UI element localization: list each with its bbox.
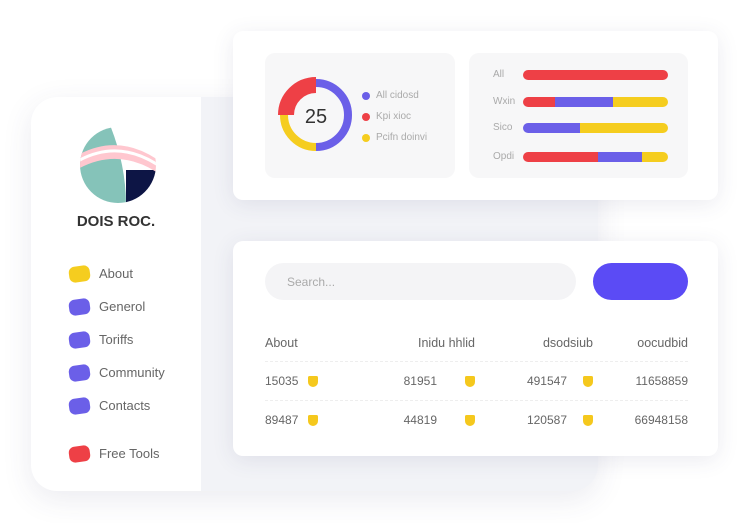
stats-card: 25 All cidosd Kpi xioc Pcifn doinvi All Wxi… — [233, 31, 718, 200]
donut-segment — [315, 79, 352, 151]
sidebar-item-label: Free Tools — [99, 446, 160, 461]
donut-segment — [278, 77, 317, 116]
bar-segment — [554, 96, 613, 107]
table-row: 89487 44819 120587 66948158 — [265, 400, 688, 439]
legend-label: Kpi xioc — [376, 111, 412, 122]
search-button[interactable] — [593, 263, 688, 300]
legend-label: All cidosd — [376, 90, 419, 101]
bars-panel: All Wxin Sico Opdi — [469, 53, 688, 178]
sidebar-item-label: Community — [99, 365, 165, 380]
shield-icon — [308, 414, 319, 426]
table-row: 15035 81951 491547 11658859 — [265, 361, 688, 400]
bar-row: Sico — [493, 122, 668, 133]
data-table: About Inidu hhlid dsodsiub oocudbid 15035 819… — [265, 325, 688, 439]
column-header: dsodsiub — [542, 336, 593, 350]
sidebar-item-free-tools[interactable]: Free Tools — [67, 437, 165, 470]
column-header: Inidu hhlid — [418, 336, 475, 350]
nav-blob-icon — [67, 444, 92, 463]
table-cell: 15035 — [265, 374, 299, 388]
donut-segment — [280, 114, 317, 151]
legend-dot-icon — [362, 133, 370, 142]
donut-panel: 25 All cidosd Kpi xioc Pcifn doinvi — [265, 53, 455, 178]
legend-label: Pcifn doinvi — [376, 132, 428, 143]
table-cell: 491547 — [526, 374, 567, 388]
bar-label: Opdi — [493, 151, 515, 162]
nav-blob-icon — [67, 264, 92, 283]
nav-blob-icon — [67, 330, 92, 349]
bar-label: Wxin — [493, 96, 516, 107]
column-header: oocudbid — [637, 336, 688, 350]
sidebar-item-label: About — [99, 266, 133, 281]
bar-segment — [523, 151, 599, 162]
sidebar-item-contacts[interactable]: Contacts — [67, 389, 165, 422]
nav-blob-icon — [67, 396, 92, 415]
legend-item: Kpi xioc — [362, 106, 427, 127]
shield-icon — [465, 375, 475, 387]
sidebar-item-toriffs[interactable]: Toriffs — [67, 323, 165, 356]
bar-label: Sico — [493, 122, 513, 133]
table-cell: 11658859 — [635, 374, 689, 388]
table-cell: 120587 — [526, 413, 567, 427]
sidebar: DOIS ROC. About Generol Toriffs Community Co… — [31, 97, 201, 491]
column-header: About — [265, 336, 298, 350]
sidebar-item-label: Toriffs — [99, 332, 134, 347]
search-input[interactable] — [265, 263, 576, 300]
sidebar-item-label: Contacts — [99, 398, 151, 413]
donut-value: 25 — [305, 106, 327, 128]
bar-segment — [523, 69, 668, 80]
table-header: About Inidu hhlid dsodsiub oocudbid — [265, 325, 688, 361]
legend-dot-icon — [362, 91, 370, 100]
stacked-bar — [523, 96, 668, 107]
bar-row: Wxin — [493, 96, 668, 107]
donut-chart: 25 — [278, 77, 352, 151]
bar-row: Opdi — [493, 151, 668, 162]
table-cell: 81951 — [403, 374, 437, 388]
shield-icon — [583, 414, 593, 426]
brand-name: DOIS ROC. — [76, 213, 156, 230]
shield-icon — [465, 414, 475, 426]
legend-item: Pcifn doinvi — [362, 127, 427, 148]
nav-blob-icon — [67, 363, 92, 382]
table-cell: 44819 — [403, 413, 437, 427]
sidebar-item-community[interactable]: Community — [67, 356, 165, 389]
table-cell: 66948158 — [634, 413, 688, 427]
bar-segment — [523, 96, 555, 107]
bar-segment — [579, 122, 668, 133]
bar-row: All — [493, 69, 668, 80]
table-cell: 89487 — [265, 413, 299, 427]
nav-blob-icon — [67, 297, 92, 316]
stacked-bar — [523, 151, 668, 162]
shield-icon — [308, 375, 319, 387]
legend-dot-icon — [362, 112, 370, 121]
data-card: About Inidu hhlid dsodsiub oocudbid 15035 819… — [233, 241, 718, 456]
legend-item: All cidosd — [362, 85, 427, 106]
bar-segment — [612, 96, 668, 107]
bar-segment — [523, 122, 580, 133]
bar-segment — [641, 151, 668, 162]
sidebar-item-generol[interactable]: Generol — [67, 290, 165, 323]
bar-segment — [598, 151, 642, 162]
brand-logo — [80, 127, 156, 203]
bar-label: All — [493, 69, 505, 80]
stacked-bar — [523, 122, 668, 133]
sidebar-nav: About Generol Toriffs Community Contacts Free… — [67, 257, 165, 470]
sidebar-item-label: Generol — [99, 299, 146, 314]
donut-legend: All cidosd Kpi xioc Pcifn doinvi — [362, 85, 427, 148]
shield-icon — [583, 375, 593, 387]
sidebar-item-about[interactable]: About — [67, 257, 165, 290]
stacked-bar — [523, 69, 668, 80]
